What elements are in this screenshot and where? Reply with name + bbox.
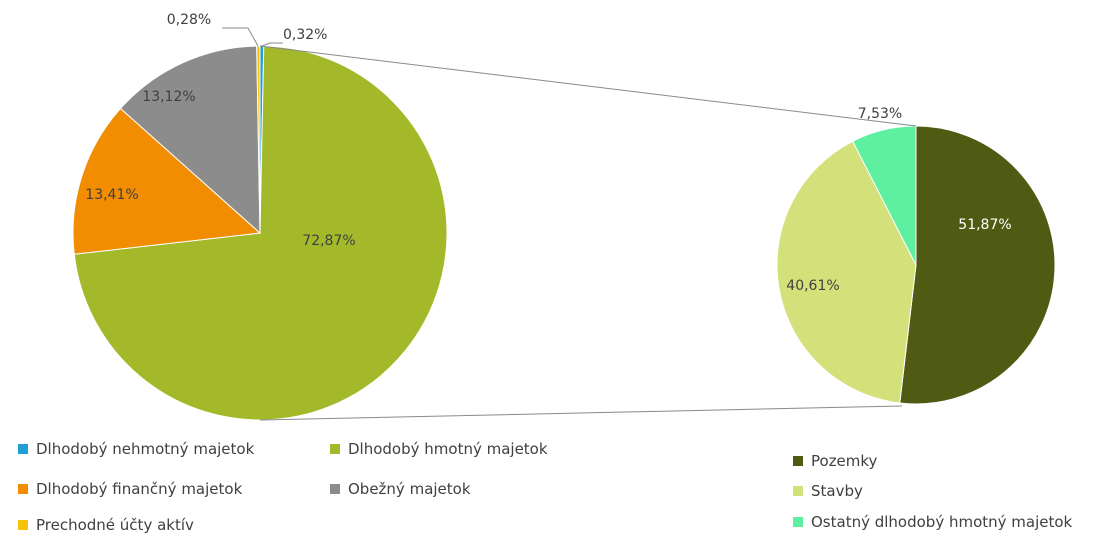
data-label: 13,12%	[142, 89, 195, 105]
main-pie-slice	[72, 107, 262, 255]
legend-item: Stavby	[793, 482, 863, 500]
connector-line-top	[259, 45, 917, 127]
legend-item: Obežný majetok	[330, 480, 471, 498]
legend-label: Prechodné účty aktív	[36, 516, 194, 534]
legend-item: Ostatný dlhodobý hmotný majetok	[793, 513, 1072, 531]
data-label: 7,53%	[858, 106, 902, 122]
legend-item: Pozemky	[793, 452, 877, 470]
data-label: 0,28%	[167, 12, 211, 28]
legend-label: Pozemky	[811, 452, 878, 470]
main-pie-slice	[256, 45, 261, 234]
data-label: 72,87%	[302, 233, 355, 249]
legend-label: Ostatný dlhodobý hmotný majetok	[811, 513, 1073, 531]
detail-pie-slice	[899, 125, 1056, 405]
legend-swatch	[793, 456, 803, 466]
legend-swatch	[330, 484, 340, 494]
legend-label: Dlhodobý finančný majetok	[36, 480, 243, 498]
legend-item: Prechodné účty aktív	[18, 516, 194, 534]
connector-line-bottom	[259, 405, 903, 421]
legend-label: Obežný majetok	[348, 480, 471, 498]
legend-label: Dlhodobý nehmotný majetok	[36, 440, 255, 458]
data-label: 51,87%	[958, 217, 1011, 233]
detail-pie-slice	[776, 140, 917, 404]
legend-swatch	[18, 520, 28, 530]
data-label: 40,61%	[786, 278, 839, 294]
legend-label: Stavby	[811, 482, 863, 500]
leader-line	[222, 27, 259, 47]
data-label: 0,32%	[283, 27, 327, 43]
legend-item: Dlhodobý finančný majetok	[18, 480, 242, 498]
main-pie	[72, 45, 448, 421]
legend-label: Dlhodobý hmotný majetok	[348, 440, 548, 458]
data-label: 13,41%	[85, 187, 138, 203]
detail-pie	[776, 125, 1056, 405]
data-labels: 0,32% 72,87% 13,41% 13,12% 0,28% 51,87% 40,61%…	[85, 12, 1011, 294]
main-pie-slice	[119, 45, 261, 235]
legend-swatch	[330, 444, 340, 454]
leader-line	[261, 42, 283, 47]
legend-swatch	[793, 517, 803, 527]
legend-swatch	[18, 484, 28, 494]
legend-swatch	[18, 444, 28, 454]
legend-item: Dlhodobý hmotný majetok	[330, 440, 548, 458]
legend-item: Dlhodobý nehmotný majetok	[18, 440, 254, 458]
legend-swatch	[793, 486, 803, 496]
